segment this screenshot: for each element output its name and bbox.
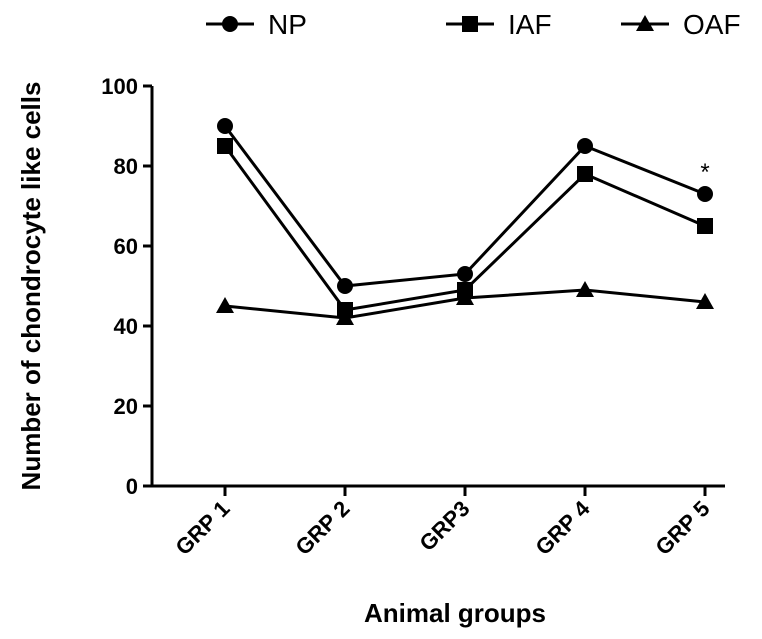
series-group [216,118,714,325]
data-point-iaf [577,166,593,182]
x-tick-label: GRP 5 [650,496,714,560]
y-tick-label: 100 [101,74,138,99]
annotations: * [700,159,709,186]
data-point-iaf [697,218,713,234]
data-point-oaf [576,281,594,297]
data-point-oaf [216,297,234,313]
series-oaf [216,281,714,325]
legend-label-iaf: IAF [508,9,552,40]
series-np [217,118,713,294]
y-tick-label: 0 [126,474,138,499]
legend-item-iaf: IAF [446,9,552,40]
x-tick-label: GRP 1 [170,496,234,560]
legend-label-np: NP [268,9,307,40]
legend-item-np: NP [206,9,307,40]
y-tick-label: 80 [114,154,138,179]
series-line-np [223,125,706,288]
legend-marker-np [222,16,238,32]
x-tick-label: GRP 4 [530,495,595,560]
x-axis-ticks: GRP 1 GRP 2 GRP3 GRP 4 GRP 5 [170,486,715,560]
significance-annotation: * [700,159,709,186]
x-tick-label: GRP 2 [290,496,354,560]
legend: NP IAF OAF [206,9,741,40]
data-point-oaf [336,309,354,325]
y-axis-title: Number of chondrocyte like cells [16,82,46,491]
x-axis-title: Animal groups [364,598,546,628]
legend-label-oaf: OAF [683,9,741,40]
data-point-oaf [696,293,714,309]
legend-marker-oaf [636,15,654,31]
data-point-oaf [456,289,474,305]
legend-item-oaf: OAF [621,9,741,40]
data-point-np [217,118,233,134]
data-point-np [337,278,353,294]
y-tick-label: 60 [114,234,138,259]
x-tick-label: GRP3 [414,496,474,556]
y-axis-ticks: 0 20 40 60 80 100 [101,74,152,499]
data-point-np [697,186,713,202]
y-tick-label: 40 [114,314,138,339]
data-point-np [577,138,593,154]
legend-marker-iaf [462,16,478,32]
data-point-np [457,266,473,282]
axes [150,86,725,488]
data-point-iaf [217,138,233,154]
y-tick-label: 20 [114,394,138,419]
